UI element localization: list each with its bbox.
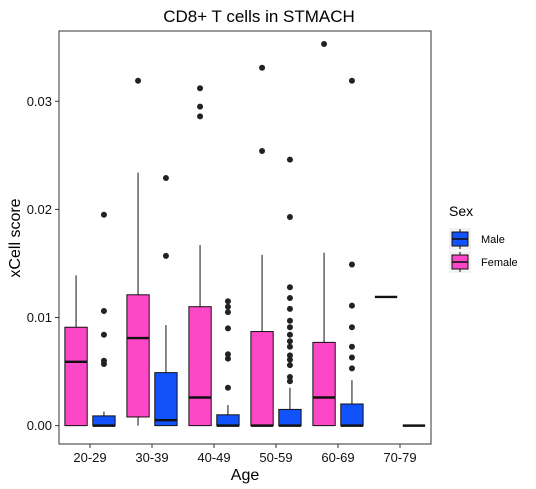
outlier-point (100, 331, 107, 338)
x-axis: 20-29 30-39 40-49 50-59 60-69 70-79 (73, 444, 417, 465)
outlier-point (135, 77, 142, 84)
plot-panel (58, 30, 432, 445)
box-iqr (312, 341, 336, 427)
box-iqr (340, 403, 364, 427)
x-tick-label: 30-39 (135, 450, 168, 465)
x-tick-label: 20-29 (73, 450, 106, 465)
outlier-point (348, 365, 355, 372)
outlier-point (224, 309, 231, 316)
box-iqr (126, 294, 150, 418)
box-iqr (278, 408, 302, 427)
outlier-point (348, 302, 355, 309)
box-male-50-59 (278, 156, 302, 427)
box-iqr (154, 372, 178, 427)
box-female-20-29 (64, 275, 88, 427)
box-female-30-39 (126, 77, 150, 426)
chart-title: CD8+ T cells in STMACH (163, 7, 355, 26)
y-axis: 0.00 0.01 0.02 0.03 (27, 94, 59, 433)
x-tick-label: 40-49 (197, 450, 230, 465)
x-tick-label: 60-69 (321, 450, 354, 465)
outlier-point (197, 85, 204, 92)
box-iqr (92, 415, 116, 427)
outlier-point (286, 343, 293, 350)
y-tick-label: 0.03 (27, 94, 52, 109)
outlier-point (348, 354, 355, 361)
outlier-point (286, 305, 293, 312)
outlier-point (224, 351, 231, 358)
outlier-point (348, 261, 355, 268)
outlier-point (286, 378, 293, 385)
legend-title: Sex (449, 203, 473, 219)
box-male-40-49 (216, 298, 240, 427)
outlier-point (259, 64, 266, 71)
legend-label-female: Female (481, 257, 518, 269)
outlier-point (286, 356, 293, 363)
outlier-point (286, 373, 293, 380)
outlier-point (286, 338, 293, 345)
boxplot-marks (64, 40, 426, 427)
box-male-60-69 (340, 77, 364, 427)
box-iqr (250, 331, 274, 427)
outlier-point (348, 324, 355, 331)
outlier-point (321, 40, 328, 47)
outlier-point (286, 352, 293, 359)
outlier-point (100, 308, 107, 315)
y-tick-label: 0.00 (27, 418, 52, 433)
x-axis-title: Age (231, 467, 260, 484)
outlier-point (224, 355, 231, 362)
outlier-point (224, 384, 231, 391)
outlier-point (197, 103, 204, 110)
outlier-point (197, 113, 204, 120)
box-male-30-39 (154, 175, 178, 427)
outlier-point (286, 284, 293, 291)
outlier-point (259, 148, 266, 155)
outlier-point (162, 175, 169, 182)
outlier-point (224, 303, 231, 310)
box-female-40-49 (188, 85, 212, 427)
box-iqr (188, 306, 212, 427)
box-iqr (216, 414, 240, 427)
outlier-point (224, 325, 231, 332)
legend-label-male: Male (481, 234, 505, 246)
outlier-point (286, 295, 293, 302)
box-female-60-69 (312, 40, 336, 427)
x-tick-label: 50-59 (259, 450, 292, 465)
box-iqr (64, 326, 88, 427)
y-tick-label: 0.01 (27, 310, 52, 325)
outlier-point (162, 252, 169, 259)
outlier-point (286, 213, 293, 220)
outlier-point (348, 343, 355, 350)
outlier-point (286, 156, 293, 163)
outlier-point (100, 357, 107, 364)
legend: Sex Male Female (449, 203, 518, 273)
box-female-50-59 (250, 64, 274, 427)
outlier-point (286, 331, 293, 338)
y-tick-label: 0.02 (27, 202, 52, 217)
outlier-point (224, 298, 231, 305)
outlier-point (286, 362, 293, 369)
y-axis-title: xCell score (7, 198, 24, 277)
x-tick-label: 70-79 (383, 450, 416, 465)
outlier-point (348, 77, 355, 84)
outlier-point (100, 211, 107, 218)
outlier-point (286, 324, 293, 331)
outlier-point (286, 317, 293, 324)
box-male-20-29 (92, 211, 116, 427)
